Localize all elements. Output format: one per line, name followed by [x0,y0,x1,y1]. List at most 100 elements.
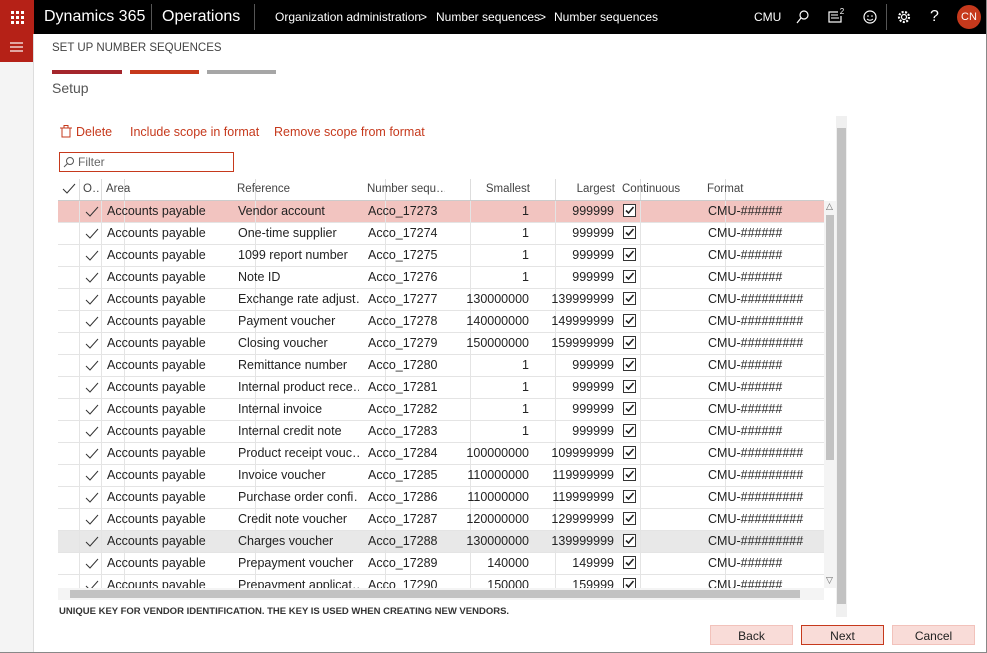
help-icon[interactable]: ? [930,8,939,25]
column-separator [101,179,102,200]
cancel-button[interactable]: Cancel [892,625,975,645]
cell-format: CMU-######### [708,314,804,328]
grid-row[interactable]: Accounts payable Closing voucher Acco_1727… [58,333,824,355]
cell-smallest: 150000 [487,578,529,588]
filter-placeholder: Filter [78,155,105,169]
continuous-checkbox[interactable] [623,358,637,372]
h-scroll-thumb[interactable] [70,590,800,598]
column-separator [640,465,641,487]
cell-smallest: 130000000 [466,534,529,548]
grid-row[interactable]: Accounts payable 1099 report number Acco_1… [58,245,824,267]
cell-sequence: Acco_17289 [368,556,438,570]
column-separator [385,245,386,267]
continuous-checkbox[interactable] [623,292,637,306]
grid-row[interactable]: Accounts payable Charges voucher Acco_1728… [58,531,824,553]
grid-row[interactable]: Accounts payable Purchase order confi… Acc… [58,487,824,509]
company[interactable]: CMU [754,10,782,24]
waffle-icon [11,11,24,24]
grid-row[interactable]: Accounts payable Internal credit note Acco… [58,421,824,443]
cell-sequence: Acco_17282 [368,402,438,416]
page-scrollbar[interactable] [836,116,847,617]
cell-reference: Prepayment applicat… [238,578,359,588]
cell-reference: Payment voucher [238,314,336,328]
breadcrumb[interactable]: Organization administration [275,10,422,24]
next-button[interactable]: Next [801,625,884,645]
breadcrumb[interactable]: Number sequences [436,10,541,24]
continuous-checkbox[interactable] [623,204,637,218]
settings-icon[interactable] [896,10,912,26]
column-separator [640,553,641,575]
continuous-checkbox[interactable] [623,248,637,262]
grid-row[interactable]: Accounts payable Prepayment voucher Acco_1… [58,553,824,575]
column-separator [79,509,80,531]
back-button[interactable]: Back [710,625,793,645]
continuous-checkbox[interactable] [623,226,637,240]
continuous-checkbox[interactable] [623,380,637,394]
grid-row[interactable]: Accounts payable Invoice voucher Acco_1728… [58,465,824,487]
continuous-checkbox[interactable] [623,534,637,548]
column-separator [79,443,80,465]
grid-row[interactable]: Accounts payable Vendor account Acco_17273… [58,201,824,223]
app-name[interactable]: Dynamics 365 [44,8,146,25]
column-separator [79,201,80,223]
cell-largest: 999999 [572,358,614,372]
cell-format: CMU-######### [708,336,804,350]
grid-row[interactable]: Accounts payable Payment voucher Acco_1727… [58,311,824,333]
grid-h-scrollbar[interactable] [58,588,824,600]
continuous-checkbox[interactable] [623,578,637,588]
continuous-checkbox[interactable] [623,490,637,504]
grid-row[interactable]: Accounts payable Prepayment applicat… Acco… [58,575,824,588]
cell-smallest: 1 [522,248,529,262]
continuous-checkbox[interactable] [623,512,637,526]
grid-row[interactable]: Accounts payable Credit note voucher Acco_… [58,509,824,531]
cell-sequence: Acco_17275 [368,248,438,262]
continuous-checkbox[interactable] [623,270,637,284]
grid-row[interactable]: Accounts payable Internal product rece… Ac… [58,377,824,399]
breadcrumb[interactable]: Number sequences [554,10,659,24]
column-separator [725,333,726,355]
action-button[interactable]: Remove scope from format [274,125,425,139]
column-separator [725,531,726,553]
grid-row[interactable]: Accounts payable Internal invoice Acco_172… [58,399,824,421]
column-separator [385,333,386,355]
cell-largest: 999999 [572,204,614,218]
continuous-checkbox[interactable] [623,556,637,570]
grid-row[interactable]: Accounts payable Product receipt vouc… Acc… [58,443,824,465]
continuous-checkbox[interactable] [623,314,637,328]
column-separator [101,377,102,399]
app-launcher[interactable] [0,0,34,34]
cell-largest: 129999999 [551,512,614,526]
scroll-thumb[interactable] [826,215,834,460]
filter-box[interactable]: Filter [59,152,234,172]
grid-row[interactable]: Accounts payable One-time supplier Acco_17… [58,223,824,245]
grid-row[interactable]: Accounts payable Note ID Acco_17276 1 999999… [58,267,824,289]
column-separator [385,223,386,245]
cell-sequence: Acco_17286 [368,490,438,504]
grid-row[interactable]: Accounts payable Remittance number Acco_17… [58,355,824,377]
cell-area: Accounts payable [107,446,206,460]
notification-icon[interactable] [828,9,846,25]
column-header: Smallest [485,183,530,195]
continuous-checkbox[interactable] [623,424,637,438]
continuous-checkbox[interactable] [623,336,637,350]
column-header: Format [707,183,744,195]
action-button[interactable]: Include scope in format [130,125,260,139]
grid-row[interactable]: Accounts payable Exchange rate adjust… Acc… [58,289,824,311]
search-icon[interactable] [795,9,811,25]
action-button[interactable]: Delete [76,125,113,139]
user-avatar[interactable]: CN [957,5,981,29]
feedback-icon[interactable] [862,10,878,26]
column-separator [124,245,125,267]
column-separator [385,553,386,575]
continuous-checkbox[interactable] [623,446,637,460]
check-mark [85,448,99,459]
cell-format: CMU-######### [708,446,804,460]
nav-toggle[interactable] [0,34,33,62]
page-scroll-thumb[interactable] [837,128,846,604]
module-name[interactable]: Operations [162,8,241,25]
column-separator [640,267,641,289]
continuous-checkbox[interactable] [623,468,637,482]
column-separator [470,465,471,487]
grid-scrollbar[interactable]: △ ▽ [824,201,836,588]
continuous-checkbox[interactable] [623,402,637,416]
